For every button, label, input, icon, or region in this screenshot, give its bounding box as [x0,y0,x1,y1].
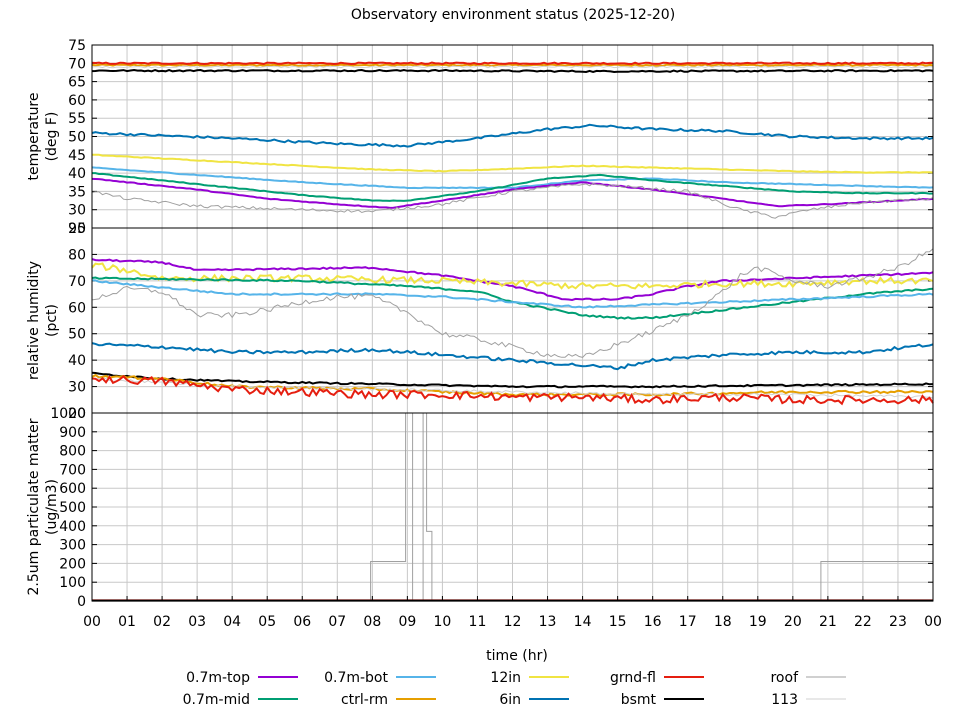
series-line-0.7m-bot [91,166,934,190]
x-tick-label: 09 [398,614,416,630]
y-tick-label: 65 [68,75,86,91]
legend-label-12in: 12in [490,670,521,686]
x-tick-label: 11 [469,614,487,630]
y-axis-label: relative humidity [26,261,42,380]
x-tick-label: 19 [749,614,767,630]
y-tick-label: 70 [68,56,86,72]
legend-label-0.7m-top: 0.7m-top [186,670,250,686]
y-tick-label: 100 [59,575,86,591]
series-line-0.7m-bot [91,279,934,309]
chart-title: Observatory environment status (2025-12-… [351,7,675,23]
y-tick-label: 400 [59,519,86,535]
x-tick-label: 22 [854,614,872,630]
series-line-0.7m-mid [92,172,934,202]
series-line-113 [91,65,934,69]
y-tick-label: 35 [68,184,86,200]
y-tick-label: 25 [68,221,86,237]
y-tick-label: 20 [68,406,86,422]
x-tick-label: 20 [784,614,802,630]
series-line-12in [92,153,934,174]
y-tick-label: 1000 [50,406,86,422]
legend-label-0.7m-mid: 0.7m-mid [183,692,250,708]
x-tick-label: 10 [434,614,452,630]
y-tick-label: 30 [68,380,86,396]
y-tick-label: 200 [59,556,86,572]
x-tick-label: 16 [644,614,662,630]
y-tick-label: 40 [68,353,86,369]
legend-label-6in: 6in [499,692,521,708]
y-tick-label: 80 [68,247,86,263]
series-line-roof [91,248,934,358]
x-tick-label: 08 [363,614,381,630]
series-line-113 [91,377,934,399]
y-axis-label: (ug/m3) [44,479,60,535]
x-tick-label: 02 [153,614,171,630]
y-tick-label: 50 [68,130,86,146]
y-tick-label: 500 [59,500,86,516]
x-tick-label: 18 [714,614,732,630]
series-line-6in [91,123,934,148]
x-tick-label: 03 [188,614,206,630]
x-tick-label: 15 [609,614,627,630]
x-tick-label: 05 [258,614,276,630]
x-tick-label: 21 [819,614,837,630]
y-tick-label: 600 [59,481,86,497]
series-line-12in [91,262,934,290]
x-tick-label: 07 [328,614,346,630]
y-tick-label: 50 [68,327,86,343]
y-tick-label: 45 [68,148,86,164]
legend-label-bsmt: bsmt [621,692,657,708]
y-tick-label: 0 [77,594,86,610]
x-tick-label: 01 [118,614,136,630]
legend-label-113: 113 [771,692,798,708]
y-tick-label: 900 [59,425,86,441]
y-tick-label: 300 [59,538,86,554]
y-tick-label: 700 [59,462,86,478]
series-line-0.7m-top [91,258,934,302]
series-line-bsmt [91,68,934,74]
x-axis-label: time (hr) [486,648,548,664]
chart-legend: 0.7m-top 0.7m-bot 12in grnd-fl roof 0.7m-mid c… [183,670,846,708]
x-tick-label: 00 [924,614,942,630]
y-tick-label: 40 [68,166,86,182]
chart-panels: 25 30 35 40 45 50 55 60 65 70 75 temperature (deg F)… [26,38,942,630]
y-tick-label: 55 [68,111,86,127]
x-tick-label: 00 [83,614,101,630]
legend-label-roof: roof [770,670,799,686]
y-tick-label: 75 [68,38,86,54]
series-line-ctrl-rm [91,63,934,67]
legend-label-grnd-fl: grnd-fl [610,670,656,686]
y-axis-label: temperature [26,93,42,181]
y-tick-label: 800 [59,444,86,460]
legend-label-ctrl-rm: ctrl-rm [341,692,388,708]
x-tick-label: 06 [293,614,311,630]
x-tick-label: 04 [223,614,241,630]
y-axis-label: (deg F) [44,112,60,162]
series-line-bsmt [91,371,934,389]
legend-label-0.7m-bot: 0.7m-bot [324,670,388,686]
y-tick-label: 60 [68,300,86,316]
series-line-grnd-fl [91,375,934,406]
x-tick-label: 12 [504,614,522,630]
y-tick-label: 90 [68,221,86,237]
x-tick-label: 13 [539,614,557,630]
y-axis-label: 2.5um particulate matter [26,418,42,595]
series-line-6in [91,342,934,371]
y-tick-label: 60 [68,93,86,109]
x-tick-label: 14 [574,614,592,630]
y-tick-label: 70 [68,274,86,290]
series-line-grnd-fl [91,61,934,66]
series-line-roof [91,182,934,219]
x-tick-label: 23 [889,614,907,630]
series-line-0.7m-top [91,177,934,209]
x-tick-label: 17 [679,614,697,630]
y-axis-label: (pct) [44,304,60,337]
y-tick-label: 30 [68,203,86,219]
